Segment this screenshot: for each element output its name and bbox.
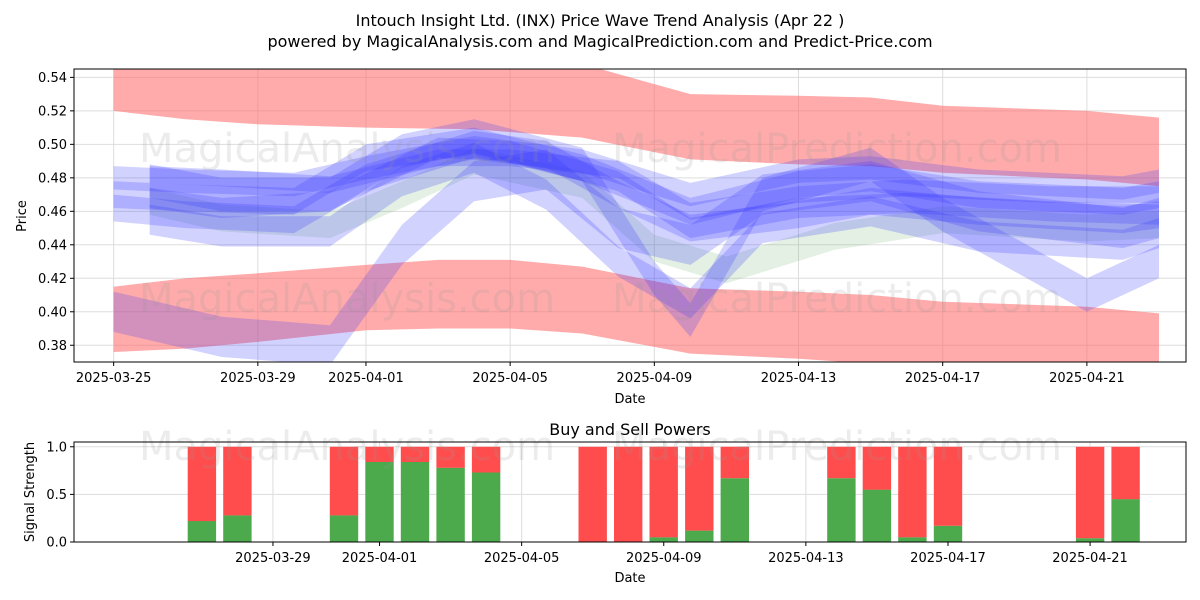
price-y-tick-label: 0.48 xyxy=(38,171,67,186)
price-y-tick-label: 0.38 xyxy=(38,339,67,354)
price-y-tick-label: 0.54 xyxy=(38,71,67,86)
price-watermarks: MagicalAnalysis.com MagicalPrediction.co… xyxy=(139,126,1062,322)
price-x-ticks: 2025-03-25 2025-03-29 2025-04-01 2025-04-05… xyxy=(76,362,1125,386)
sell-bar xyxy=(223,446,252,516)
buy-bar xyxy=(400,462,430,542)
buy-bar xyxy=(649,537,678,542)
buy-bar xyxy=(933,525,963,542)
watermark-right-2: MagicalPrediction.com xyxy=(612,276,1062,322)
signal-x-tick-label: 2025-04-13 xyxy=(768,551,844,566)
chart-subtitle: powered by MagicalAnalysis.com and Magic… xyxy=(267,32,932,51)
price-x-tick-label: 2025-03-25 xyxy=(76,371,152,386)
wave-band xyxy=(149,142,1159,319)
upper-band xyxy=(113,69,1159,187)
signal-x-tick-label: 2025-04-21 xyxy=(1052,551,1128,566)
price-y-tick-label: 0.44 xyxy=(38,238,67,253)
signal-plot-frame xyxy=(73,441,1187,543)
price-y-tick-label: 0.46 xyxy=(38,205,67,220)
wave-band xyxy=(149,149,1159,220)
sell-bar xyxy=(187,446,217,522)
signal-x-axis-label: Date xyxy=(614,571,645,586)
chart-title: Intouch Insight Ltd. (INX) Price Wave Tr… xyxy=(356,11,845,30)
signal-title: Buy and Sell Powers xyxy=(549,420,711,439)
buy-bar xyxy=(720,478,749,542)
sell-bar xyxy=(649,446,678,538)
price-x-tick-label: 2025-04-13 xyxy=(761,371,837,386)
green-wave-band xyxy=(149,147,1159,284)
sell-bar xyxy=(933,446,963,526)
signal-x-tick-label: 2025-03-29 xyxy=(235,551,311,566)
sell-bar xyxy=(827,446,856,479)
buy-bar xyxy=(685,530,714,542)
sell-bar xyxy=(365,446,394,462)
sell-bar xyxy=(578,446,607,542)
price-x-tick-label: 2025-04-09 xyxy=(617,371,693,386)
sell-bar xyxy=(720,446,749,479)
sell-bar xyxy=(862,446,892,490)
wave-band xyxy=(113,136,1160,207)
buy-bar xyxy=(436,467,465,542)
wave-band xyxy=(113,127,1160,225)
signal-x-tick-label: 2025-04-17 xyxy=(910,551,986,566)
buy-bar xyxy=(827,478,856,542)
signal-x-ticks: 2025-03-29 2025-04-01 2025-04-05 2025-04-09… xyxy=(235,542,1128,566)
buy-bar xyxy=(471,472,501,542)
sell-bar xyxy=(1075,446,1105,539)
sell-bar xyxy=(614,446,643,542)
price-x-tick-label: 2025-04-21 xyxy=(1049,371,1125,386)
price-y-tick-label: 0.52 xyxy=(38,104,67,119)
price-y-axis-label: Price xyxy=(15,200,30,232)
price-x-tick-label: 2025-04-17 xyxy=(905,371,981,386)
upper-band-area xyxy=(113,69,1159,187)
sell-bar xyxy=(329,446,359,516)
signal-y-tick-label: 0.5 xyxy=(46,488,67,503)
buy-bar xyxy=(1111,499,1140,542)
sell-bar xyxy=(436,446,465,468)
wave-band xyxy=(113,130,1160,242)
wave-bands xyxy=(113,119,1160,362)
price-x-tick-label: 2025-04-05 xyxy=(472,371,548,386)
buy-bar xyxy=(223,515,252,542)
wave-band xyxy=(113,149,1159,362)
buy-bar xyxy=(862,489,892,542)
lower-band xyxy=(113,259,1159,362)
signal-watermark-right: MagicalPrediction.com xyxy=(612,424,1062,470)
wave-band xyxy=(149,137,1159,239)
sell-bar xyxy=(400,446,430,462)
wave-band xyxy=(149,119,1159,337)
signal-bars xyxy=(187,446,1140,542)
signal-panel: Buy and Sell Powers MagicalAnalysis.com … xyxy=(23,420,1187,586)
signal-y-tick-label: 0.0 xyxy=(46,536,67,551)
buy-bar xyxy=(1075,538,1105,542)
lower-band-area xyxy=(113,259,1159,362)
price-y-tick-label: 0.50 xyxy=(38,138,67,153)
watermark-left-2: MagicalAnalysis.com xyxy=(139,276,555,322)
buy-bar xyxy=(365,462,394,542)
price-y-tick-label: 0.42 xyxy=(38,272,67,287)
signal-y-ticks: 0.0 0.5 1.0 xyxy=(46,440,74,551)
price-x-axis-label: Date xyxy=(614,392,645,407)
signal-x-tick-label: 2025-04-09 xyxy=(626,551,702,566)
sell-bar xyxy=(471,446,501,473)
buy-bar xyxy=(898,537,927,542)
price-y-tick-label: 0.40 xyxy=(38,305,67,320)
sell-bar xyxy=(898,446,927,538)
sell-bar xyxy=(1111,446,1140,500)
signal-x-tick-label: 2025-04-01 xyxy=(342,551,418,566)
signal-watermark-left: MagicalAnalysis.com xyxy=(139,424,555,470)
signal-x-tick-label: 2025-04-05 xyxy=(484,551,560,566)
price-panel: MagicalAnalysis.com MagicalPrediction.co… xyxy=(15,68,1187,407)
price-y-ticks: 0.38 0.40 0.42 0.44 0.46 0.48 0.50 0.52 0.54 xyxy=(38,71,74,354)
price-x-tick-label: 2025-04-01 xyxy=(328,371,404,386)
price-plot-frame xyxy=(73,68,1187,363)
watermark-right: MagicalPrediction.com xyxy=(612,126,1062,172)
buy-bar xyxy=(187,521,217,542)
signal-y-tick-label: 1.0 xyxy=(46,440,67,455)
buy-bar xyxy=(329,515,359,542)
sell-bar xyxy=(685,446,714,531)
signal-y-axis-label: Signal Strength xyxy=(23,442,38,542)
price-x-tick-label: 2025-03-29 xyxy=(220,371,296,386)
watermark-left: MagicalAnalysis.com xyxy=(139,126,555,172)
